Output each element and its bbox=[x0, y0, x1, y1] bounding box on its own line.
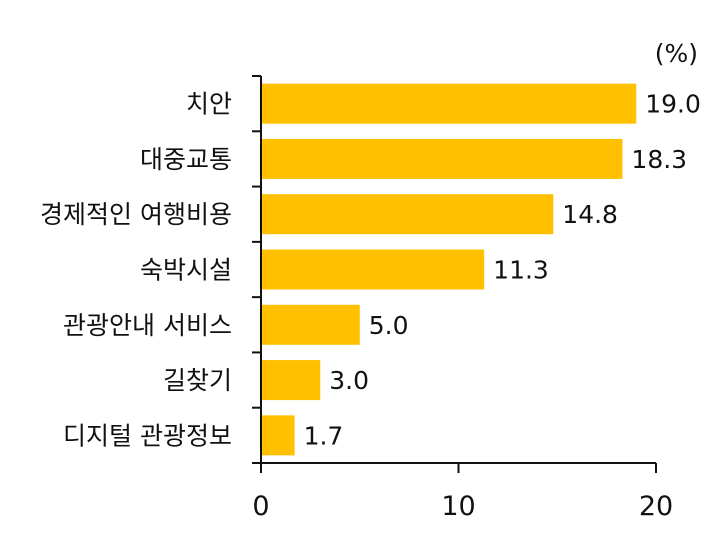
category-label: 대중교통 bbox=[140, 145, 232, 174]
bar bbox=[261, 360, 321, 401]
value-labels-group: 19.0 18.3 14.8 11.3 5.03.0 1.7 bbox=[304, 90, 701, 451]
category-label: 길찾기 bbox=[163, 366, 232, 395]
category-label: 관광안내 서비스 bbox=[63, 311, 232, 340]
bars-group bbox=[261, 83, 637, 456]
bar bbox=[261, 138, 623, 179]
category-label: 디지털 관광정보 bbox=[63, 421, 232, 450]
bar bbox=[261, 415, 295, 456]
category-label: 경제적인 여행비용 bbox=[40, 200, 232, 229]
value-label: 1.7 bbox=[304, 421, 344, 450]
bar bbox=[261, 83, 637, 124]
value-label: 5.0 bbox=[369, 311, 409, 340]
bar bbox=[261, 194, 554, 235]
category-label: 숙박시설 bbox=[140, 256, 232, 285]
value-label: 19.0 bbox=[645, 90, 701, 119]
x-tick-label: 0 bbox=[252, 491, 269, 522]
unit-label: (%) bbox=[655, 39, 698, 68]
value-label: 18.3 bbox=[631, 145, 687, 174]
value-label: 3.0 bbox=[329, 366, 369, 395]
value-label: 11.3 bbox=[493, 256, 549, 285]
value-label: 14.8 bbox=[562, 200, 618, 229]
y-ticks-group bbox=[252, 75, 261, 464]
x-tick-label: 20 bbox=[639, 491, 673, 522]
bar bbox=[261, 304, 360, 345]
x-ticks-group: 0 10 20 bbox=[252, 463, 673, 522]
category-label: 치안 bbox=[186, 90, 232, 119]
bar bbox=[261, 249, 485, 290]
x-tick-label: 10 bbox=[441, 491, 475, 522]
